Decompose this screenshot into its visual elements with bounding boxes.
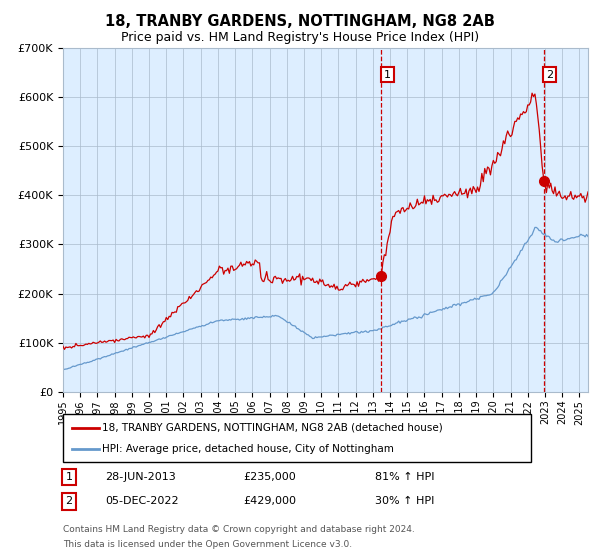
Text: 2: 2 xyxy=(546,69,553,80)
Text: 18, TRANBY GARDENS, NOTTINGHAM, NG8 2AB (detached house): 18, TRANBY GARDENS, NOTTINGHAM, NG8 2AB … xyxy=(102,423,443,433)
Text: 1: 1 xyxy=(65,472,73,482)
Text: £429,000: £429,000 xyxy=(243,496,296,506)
Text: 18, TRANBY GARDENS, NOTTINGHAM, NG8 2AB: 18, TRANBY GARDENS, NOTTINGHAM, NG8 2AB xyxy=(105,14,495,29)
Text: 81% ↑ HPI: 81% ↑ HPI xyxy=(375,472,434,482)
Text: 2: 2 xyxy=(65,496,73,506)
Text: 05-DEC-2022: 05-DEC-2022 xyxy=(105,496,179,506)
Text: 1: 1 xyxy=(384,69,391,80)
Text: Price paid vs. HM Land Registry's House Price Index (HPI): Price paid vs. HM Land Registry's House … xyxy=(121,31,479,44)
Text: 30% ↑ HPI: 30% ↑ HPI xyxy=(375,496,434,506)
Text: HPI: Average price, detached house, City of Nottingham: HPI: Average price, detached house, City… xyxy=(102,444,394,454)
Text: £235,000: £235,000 xyxy=(243,472,296,482)
Text: Contains HM Land Registry data © Crown copyright and database right 2024.: Contains HM Land Registry data © Crown c… xyxy=(63,525,415,534)
Text: 28-JUN-2013: 28-JUN-2013 xyxy=(105,472,176,482)
Text: This data is licensed under the Open Government Licence v3.0.: This data is licensed under the Open Gov… xyxy=(63,540,352,549)
